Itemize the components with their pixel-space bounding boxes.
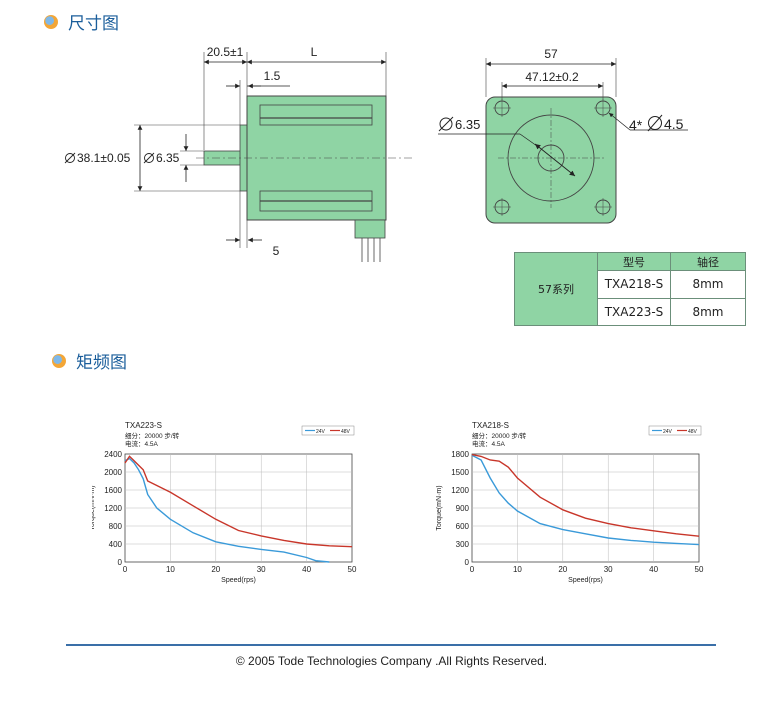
bullet-icon xyxy=(44,14,58,29)
section-title-text: 尺寸图 xyxy=(68,14,119,34)
dim-shaft-offset: 20.5±1 xyxy=(207,45,244,59)
diameter-icon xyxy=(647,114,663,132)
dim-shaft-dia-side: 6.35 xyxy=(156,151,180,165)
chart-subtitle: 细分：20000 步/转 xyxy=(125,431,180,440)
x-tick-label: 0 xyxy=(123,565,128,574)
legend-label: 48V xyxy=(688,429,698,435)
dim-shaft-dia-front: 6.35 xyxy=(455,117,480,132)
section-title-text: 矩频图 xyxy=(76,353,127,373)
dimension-drawing: 20.5±1 L 1.5 38.1±0.05 6.35 5 xyxy=(64,45,688,262)
dim-length: L xyxy=(311,45,318,59)
footer-copyright: © 2005 Tode Technologies Company .All Ri… xyxy=(235,654,548,668)
dim-hole-dia: 4.5 xyxy=(664,116,684,132)
x-tick-label: 50 xyxy=(348,565,357,574)
series-line-24v xyxy=(471,454,700,546)
dim-boss-dia: 38.1±0.05 xyxy=(77,151,131,165)
bullet-icon xyxy=(52,353,66,368)
series-line-24v xyxy=(124,457,330,563)
y-tick-label: 2400 xyxy=(104,450,122,459)
chart-title: TXA223-S xyxy=(125,421,162,430)
y-tick-label: 1600 xyxy=(104,486,122,495)
mount-hole xyxy=(594,99,612,117)
y-tick-label: 0 xyxy=(465,558,470,567)
legend-label: 24V xyxy=(663,429,673,435)
side-view: 20.5±1 L 1.5 38.1±0.05 6.35 5 xyxy=(64,45,414,262)
y-tick-label: 600 xyxy=(456,522,470,531)
chart-subtitle: 电流：4.5A xyxy=(125,439,159,448)
y-tick-label: 400 xyxy=(109,540,123,549)
y-tick-label: 800 xyxy=(109,522,123,531)
x-tick-label: 20 xyxy=(211,565,220,574)
footer-divider xyxy=(66,644,716,646)
chart-subtitle: 电流：4.5A xyxy=(472,439,506,448)
x-tick-label: 40 xyxy=(302,565,311,574)
shaft-cell: 8mm xyxy=(670,270,746,299)
dimensions-section-title: 尺寸图 xyxy=(44,9,119,34)
y-tick-label: 2000 xyxy=(104,468,122,477)
y-tick-label: 1800 xyxy=(451,450,469,459)
x-axis-label: Speed(rps) xyxy=(568,577,603,584)
model-cell: TXA223-S xyxy=(597,297,671,327)
x-tick-label: 50 xyxy=(695,565,704,574)
mount-hole xyxy=(594,198,612,216)
x-tick-label: 0 xyxy=(470,565,475,574)
torque-chart-txa223: TXA223-S细分：20000 步/转电流：4.5A 24V 48V 0 10 20 30… xyxy=(92,421,357,584)
x-tick-label: 20 xyxy=(558,565,567,574)
series-line-48v xyxy=(124,455,353,548)
y-tick-label: 900 xyxy=(456,504,470,513)
chart-subtitle: 细分：20000 步/转 xyxy=(472,431,527,440)
series-cell: 57系列 xyxy=(514,252,598,326)
y-tick-label: 300 xyxy=(456,540,470,549)
series-line-48v xyxy=(471,453,700,537)
legend-box xyxy=(648,425,702,436)
dim-holes-count: 4* xyxy=(629,117,643,133)
front-view: 57 47.12±0.2 6.35 4* 4.5 xyxy=(438,47,688,224)
mount-hole xyxy=(493,99,511,117)
torque-chart-txa218: TXA218-S细分：20000 步/转电流：4.5A 24V 48V 0 10 20 30… xyxy=(436,421,704,584)
x-tick-label: 10 xyxy=(513,565,522,574)
spec-table: 57系列 型号 轴径 TXA218-S 8mm TXA223-S 8mm xyxy=(514,251,746,327)
y-axis-label: Torque(mN·m) xyxy=(436,485,443,530)
diameter-icon xyxy=(64,152,76,164)
x-axis-label: Speed(rps) xyxy=(221,577,256,584)
legend-label: 48V xyxy=(341,429,351,435)
diameter-icon xyxy=(143,152,155,164)
y-tick-label: 1500 xyxy=(451,468,469,477)
diameter-icon xyxy=(438,116,454,132)
chart-title: TXA218-S xyxy=(472,421,509,430)
dim-boss-len: 5 xyxy=(273,244,280,258)
x-tick-label: 30 xyxy=(257,565,266,574)
x-tick-label: 10 xyxy=(166,565,175,574)
table-row: TXA218-S 8mm xyxy=(515,270,746,299)
model-cell: TXA218-S xyxy=(597,270,671,299)
shaft-cell: 8mm xyxy=(670,297,746,327)
legend-box xyxy=(301,425,355,436)
x-tick-label: 40 xyxy=(649,565,658,574)
dim-hole-spacing: 47.12±0.2 xyxy=(525,70,579,84)
y-tick-label: 1200 xyxy=(104,504,122,513)
table-row: TXA223-S 8mm xyxy=(515,297,746,327)
header-model: 型号 xyxy=(597,251,671,272)
dim-width: 57 xyxy=(544,47,558,61)
legend-label: 24V xyxy=(316,429,326,435)
header-shaft: 轴径 xyxy=(670,251,746,272)
y-tick-label: 0 xyxy=(118,558,123,567)
mount-hole xyxy=(493,198,511,216)
torque-section-title: 矩频图 xyxy=(52,348,127,373)
dim-flange: 1.5 xyxy=(264,69,281,83)
y-axis-label: Torque(mN·m) xyxy=(92,485,96,530)
x-tick-label: 30 xyxy=(604,565,613,574)
y-tick-label: 1200 xyxy=(451,486,469,495)
